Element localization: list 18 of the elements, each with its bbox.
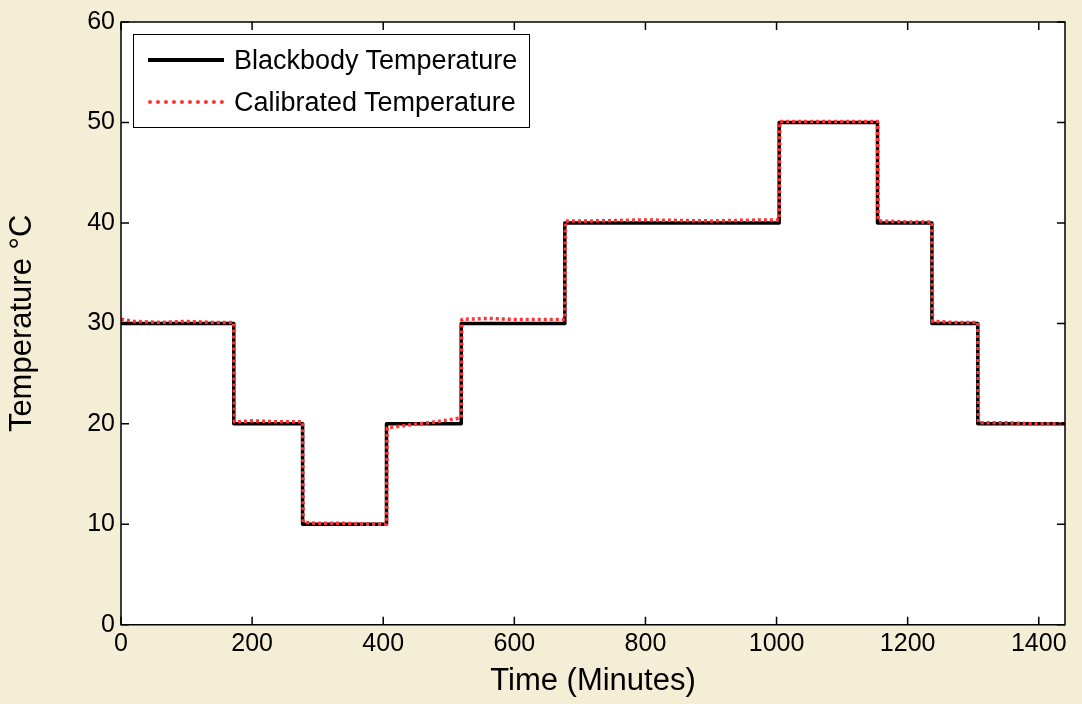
y-tick-label: 10 bbox=[87, 508, 115, 537]
x-tick-label: 1200 bbox=[879, 627, 936, 656]
x-tick-label: 1400 bbox=[1010, 627, 1067, 656]
y-tick-label: 0 bbox=[101, 608, 115, 637]
legend-label: Calibrated Temperature bbox=[234, 86, 516, 118]
x-tick-label: 1000 bbox=[748, 627, 805, 656]
y-axis-title: Temperature °C bbox=[3, 214, 39, 433]
y-tick-label: 20 bbox=[87, 407, 115, 436]
y-tick-label: 60 bbox=[87, 5, 115, 34]
legend-label: Blackbody Temperature bbox=[234, 44, 518, 76]
x-tick-label: 800 bbox=[624, 627, 667, 656]
x-tick-label: 600 bbox=[493, 627, 536, 656]
x-tick-label: 400 bbox=[362, 627, 405, 656]
x-axis-title: Time (Minutes) bbox=[490, 661, 696, 697]
y-tick-label: 50 bbox=[87, 106, 115, 135]
y-tick-label: 30 bbox=[87, 307, 115, 336]
x-tick-label: 200 bbox=[231, 627, 273, 656]
y-tick-label: 40 bbox=[87, 206, 115, 235]
